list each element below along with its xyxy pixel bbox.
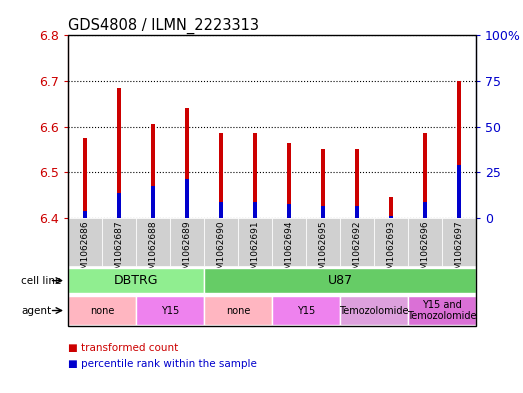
- Bar: [340, 218, 374, 266]
- Bar: [457, 81, 461, 218]
- Bar: [151, 186, 155, 218]
- Bar: [408, 218, 442, 266]
- Bar: [83, 211, 87, 218]
- Text: GDS4808 / ILMN_2223313: GDS4808 / ILMN_2223313: [68, 18, 259, 34]
- Text: GSM1062691: GSM1062691: [251, 220, 259, 281]
- Text: Y15: Y15: [161, 305, 179, 316]
- Bar: [287, 143, 291, 218]
- Bar: [272, 218, 306, 266]
- Bar: [68, 296, 136, 325]
- Text: GSM1062688: GSM1062688: [149, 220, 157, 281]
- Text: GSM1062689: GSM1062689: [183, 220, 191, 281]
- Bar: [306, 218, 340, 266]
- Text: GSM1062696: GSM1062696: [420, 220, 429, 281]
- Bar: [340, 296, 408, 325]
- Bar: [272, 296, 340, 325]
- Text: GSM1062697: GSM1062697: [454, 220, 463, 281]
- Bar: [457, 165, 461, 218]
- Text: GSM1062686: GSM1062686: [81, 220, 89, 281]
- Bar: [170, 218, 204, 266]
- Bar: [185, 108, 189, 218]
- Text: Temozolomide: Temozolomide: [339, 305, 408, 316]
- Bar: [102, 218, 136, 266]
- Bar: [423, 202, 427, 218]
- Text: ■ transformed count: ■ transformed count: [68, 343, 178, 353]
- Bar: [287, 204, 291, 218]
- Bar: [423, 134, 427, 218]
- Text: GSM1062690: GSM1062690: [217, 220, 225, 281]
- Bar: [219, 134, 223, 218]
- Text: ■ percentile rank within the sample: ■ percentile rank within the sample: [68, 358, 257, 369]
- Text: GSM1062695: GSM1062695: [319, 220, 327, 281]
- Bar: [374, 218, 408, 266]
- Text: cell line: cell line: [21, 275, 61, 286]
- Text: Y15 and
Temozolomide: Y15 and Temozolomide: [407, 300, 476, 321]
- Bar: [355, 206, 359, 218]
- Text: Y15: Y15: [297, 305, 315, 316]
- Bar: [321, 149, 325, 218]
- Bar: [83, 138, 87, 218]
- Text: GSM1062692: GSM1062692: [353, 220, 361, 281]
- Bar: [68, 218, 102, 266]
- Bar: [117, 88, 121, 218]
- Bar: [321, 206, 325, 218]
- Text: GSM1062693: GSM1062693: [386, 220, 395, 281]
- Bar: [253, 202, 257, 218]
- Bar: [389, 197, 393, 218]
- Text: none: none: [90, 305, 114, 316]
- Bar: [117, 193, 121, 218]
- Bar: [68, 268, 204, 294]
- Text: GSM1062694: GSM1062694: [285, 220, 293, 281]
- Bar: [408, 296, 476, 325]
- Bar: [219, 202, 223, 218]
- Bar: [442, 218, 476, 266]
- Bar: [185, 179, 189, 218]
- Bar: [136, 218, 170, 266]
- Text: GSM1062687: GSM1062687: [115, 220, 123, 281]
- Bar: [355, 149, 359, 218]
- Bar: [204, 296, 272, 325]
- Bar: [253, 134, 257, 218]
- Bar: [136, 296, 204, 325]
- Bar: [204, 268, 476, 294]
- Bar: [389, 216, 393, 218]
- Text: none: none: [226, 305, 250, 316]
- Text: DBTRG: DBTRG: [113, 274, 158, 287]
- Bar: [204, 218, 238, 266]
- Text: U87: U87: [327, 274, 353, 287]
- Text: agent: agent: [21, 305, 51, 316]
- Bar: [238, 218, 272, 266]
- Bar: [151, 124, 155, 218]
